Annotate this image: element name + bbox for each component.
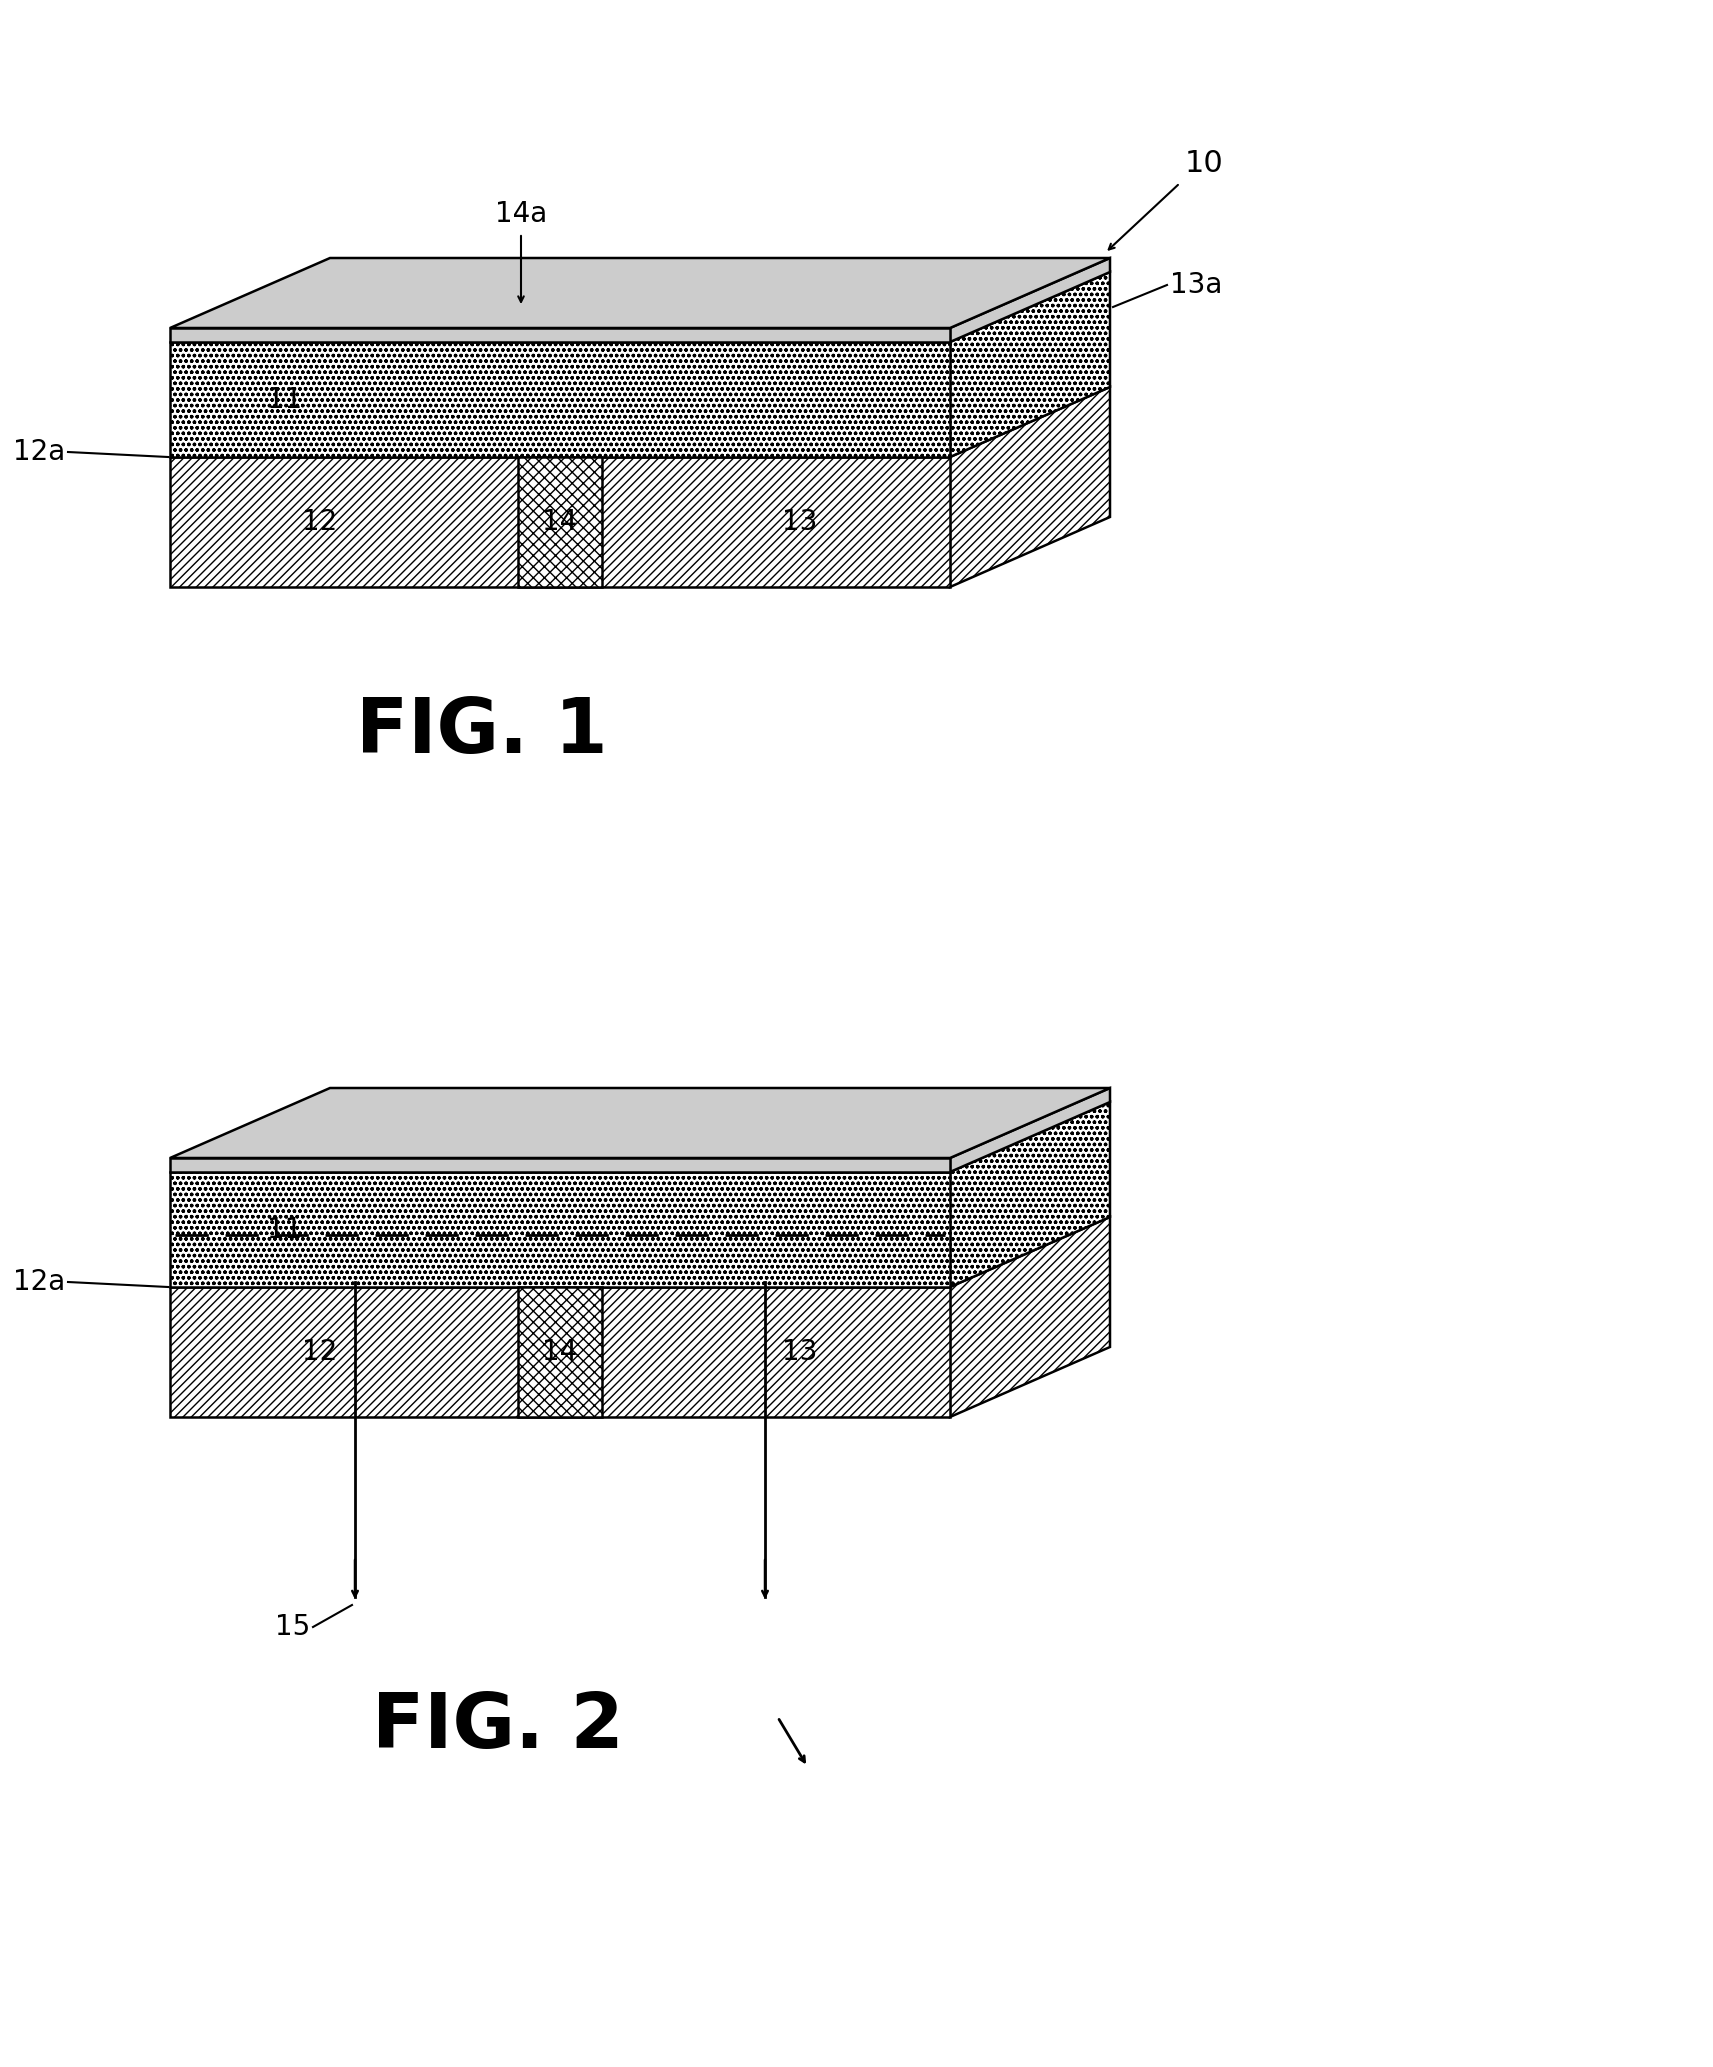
Text: 11: 11: [267, 387, 303, 413]
Polygon shape: [951, 1217, 1110, 1418]
Text: 11: 11: [267, 1215, 303, 1244]
Polygon shape: [170, 1172, 951, 1288]
Text: 14: 14: [543, 1337, 577, 1366]
Polygon shape: [951, 1087, 1110, 1172]
Polygon shape: [170, 329, 951, 341]
Text: 13: 13: [783, 1337, 817, 1366]
Text: 12a: 12a: [12, 438, 65, 465]
Polygon shape: [951, 387, 1110, 587]
Polygon shape: [517, 1288, 601, 1418]
Polygon shape: [951, 273, 1110, 457]
Polygon shape: [951, 1102, 1110, 1288]
Polygon shape: [170, 1158, 951, 1172]
Text: 10: 10: [1185, 149, 1223, 178]
Text: 12a: 12a: [12, 1267, 65, 1296]
Text: 14: 14: [543, 508, 577, 535]
Polygon shape: [170, 1087, 1110, 1158]
Polygon shape: [517, 457, 601, 587]
Polygon shape: [170, 258, 1110, 329]
Text: 15: 15: [274, 1612, 310, 1641]
Text: 12: 12: [303, 508, 337, 535]
Text: FIG. 1: FIG. 1: [356, 695, 608, 769]
Text: 13a: 13a: [1170, 271, 1223, 300]
Polygon shape: [170, 457, 951, 587]
Text: 13: 13: [783, 508, 817, 535]
Polygon shape: [170, 1288, 951, 1418]
Polygon shape: [951, 258, 1110, 341]
Polygon shape: [170, 341, 951, 457]
Text: 14a: 14a: [495, 200, 546, 227]
Text: 12: 12: [303, 1337, 337, 1366]
Text: FIG. 2: FIG. 2: [372, 1691, 624, 1763]
